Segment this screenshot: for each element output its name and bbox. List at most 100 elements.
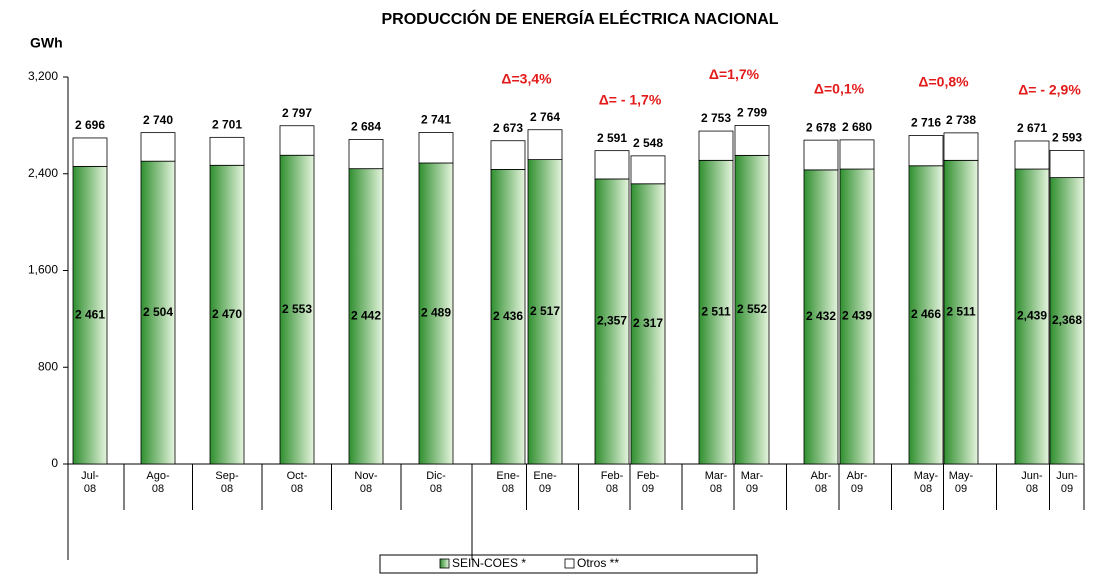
- x-tick-label: Feb-: [637, 470, 660, 482]
- total-label: 2 797: [282, 106, 312, 120]
- x-tick-label: 08: [291, 483, 303, 495]
- total-label: 2 740: [143, 113, 173, 127]
- bar-segment: [348, 168, 384, 465]
- x-tick-label: Feb-: [601, 470, 624, 482]
- total-label: 2 548: [633, 136, 663, 150]
- data-label: 2 553: [282, 302, 312, 316]
- bar-segment: [698, 130, 734, 161]
- bar-segment: [630, 155, 666, 185]
- bar-segment: [839, 168, 875, 465]
- bar-segment: [418, 132, 454, 164]
- x-tick-label: 09: [746, 483, 758, 495]
- data-label: 2,357: [597, 314, 627, 328]
- x-tick-label: Nov-: [354, 470, 378, 482]
- data-label: 2 461: [75, 307, 105, 321]
- total-label: 2 673: [493, 121, 523, 135]
- total-label: 2 764: [530, 110, 560, 124]
- x-tick-label: 08: [502, 483, 514, 495]
- x-tick-label: 08: [606, 483, 618, 495]
- total-label: 2 591: [597, 131, 627, 145]
- bar-segment: [594, 150, 630, 180]
- legend-swatch: [564, 558, 575, 569]
- legend-label: SEIN-COES *: [452, 556, 526, 570]
- x-tick-label: 08: [920, 483, 932, 495]
- x-tick-label: May-: [914, 470, 939, 482]
- x-tick-label: 09: [642, 483, 654, 495]
- total-label: 2 738: [946, 113, 976, 127]
- y-tick-label: 1,600: [28, 263, 58, 277]
- x-tick-label: Jul-: [81, 470, 99, 482]
- x-tick-label: 08: [430, 483, 442, 495]
- data-label: 2 517: [530, 304, 560, 318]
- annotation: Δ=3,4%: [501, 70, 552, 86]
- x-tick-label: Ene-: [533, 470, 557, 482]
- total-label: 2 716: [911, 116, 941, 130]
- bar-segment: [1014, 140, 1050, 170]
- x-tick-label: 08: [710, 483, 722, 495]
- x-tick-label: May-: [949, 470, 974, 482]
- data-label: 2 511: [946, 304, 976, 318]
- data-label: 2 442: [351, 309, 381, 323]
- x-tick-label: 08: [221, 483, 233, 495]
- data-label: 2 436: [493, 309, 523, 323]
- x-tick-label: Ene-: [496, 470, 520, 482]
- x-tick-label: 08: [815, 483, 827, 495]
- y-tick-label: 2,400: [28, 166, 58, 180]
- x-tick-label: Oct-: [287, 470, 308, 482]
- bar-segment: [943, 159, 979, 465]
- x-tick-label: 08: [1026, 483, 1038, 495]
- x-tick-label: Jun-: [1056, 470, 1078, 482]
- annotation: Δ=0,8%: [918, 74, 969, 90]
- y-tick-label: 800: [38, 359, 58, 373]
- x-tick-label: 09: [1061, 483, 1073, 495]
- x-tick-label: 08: [84, 483, 96, 495]
- bar-segment: [630, 183, 666, 465]
- annotation: Δ=0,1%: [814, 81, 865, 97]
- data-label: 2 511: [701, 304, 731, 318]
- bar-segment: [1049, 150, 1085, 179]
- total-label: 2 593: [1052, 131, 1082, 145]
- bar-segment: [803, 139, 839, 171]
- annotation: Δ= - 2,9%: [1018, 82, 1081, 98]
- bar-segment: [527, 159, 563, 465]
- bar-segment: [594, 178, 630, 465]
- bar-segment: [490, 140, 526, 170]
- total-label: 2 678: [806, 120, 836, 134]
- x-tick-label: Jun-: [1021, 470, 1043, 482]
- bar-segment: [418, 162, 454, 465]
- bar-segment: [734, 125, 770, 156]
- bar-segment: [1049, 177, 1085, 465]
- data-label: 2 466: [911, 307, 941, 321]
- data-label: 2 470: [212, 307, 242, 321]
- annotation: Δ= - 1,7%: [599, 91, 662, 107]
- total-label: 2 753: [701, 111, 731, 125]
- bar-segment: [209, 164, 245, 465]
- x-tick-label: Abr-: [811, 470, 832, 482]
- x-tick-label: Mar-: [705, 470, 728, 482]
- total-label: 2 741: [421, 113, 451, 127]
- bar-segment: [140, 160, 176, 465]
- data-label: 2 317: [633, 316, 663, 330]
- x-tick-label: Sep-: [215, 470, 239, 482]
- total-label: 2 680: [842, 120, 872, 134]
- bar-segment: [348, 139, 384, 170]
- x-tick-label: Ago-: [146, 470, 170, 482]
- bar-segment: [839, 139, 875, 170]
- x-tick-label: Dic-: [426, 470, 446, 482]
- x-tick-label: 08: [152, 483, 164, 495]
- data-label: 2,368: [1052, 313, 1082, 327]
- chart-title: PRODUCCIÓN DE ENERGÍA ELÉCTRICA NACIONAL: [381, 9, 778, 28]
- bar-segment: [803, 169, 839, 465]
- bar-segment: [1014, 168, 1050, 465]
- bar-segment: [943, 132, 979, 161]
- total-label: 2 799: [737, 106, 767, 120]
- total-label: 2 671: [1017, 121, 1047, 135]
- bar-segment: [72, 165, 108, 465]
- total-label: 2 701: [212, 118, 242, 132]
- y-tick-label: 3,200: [28, 69, 58, 83]
- x-tick-label: Abr-: [847, 470, 868, 482]
- bar-segment: [527, 129, 563, 161]
- bar-segment: [698, 159, 734, 465]
- x-tick-label: Mar-: [741, 470, 764, 482]
